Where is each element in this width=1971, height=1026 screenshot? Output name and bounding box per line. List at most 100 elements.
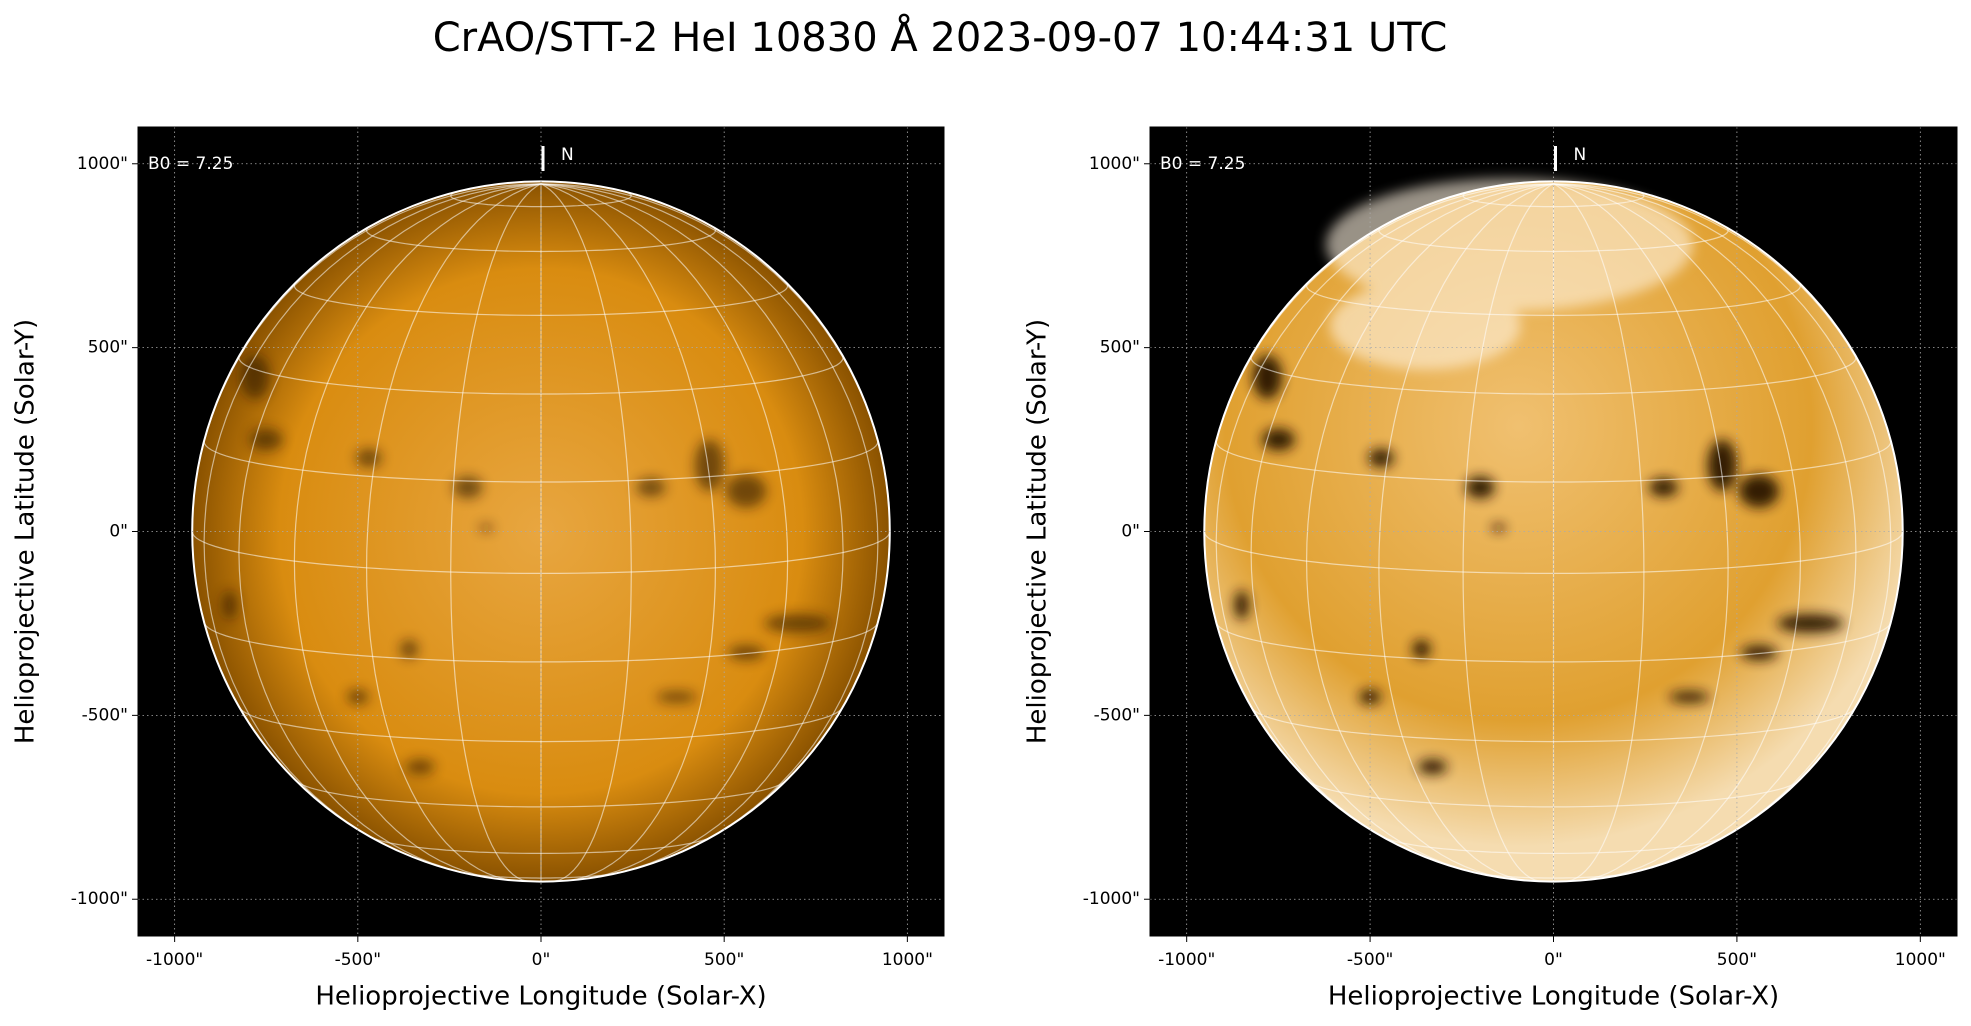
x-tick-label: 1000" [882, 950, 933, 970]
dark-feature [240, 354, 270, 400]
dark-feature [1777, 614, 1844, 633]
meridian [1378, 183, 1554, 882]
meridian [1553, 183, 1802, 879]
dark-feature [764, 614, 831, 633]
meridian [203, 183, 542, 847]
axes-frame [1149, 126, 1958, 937]
x-tick-label: -500" [1347, 950, 1393, 970]
parallel [372, 837, 710, 854]
meridian [1215, 183, 1554, 847]
meridian [540, 183, 632, 882]
meridian [238, 183, 542, 874]
dark-feature [1707, 439, 1737, 492]
parallel [293, 282, 789, 317]
dark-feature [726, 474, 767, 508]
dark-feature [1740, 645, 1778, 661]
solar-disk [1203, 178, 1904, 883]
y-axis-label: Helioprojective Latitude (Solar-Y) [11, 319, 41, 744]
dark-feature [1491, 524, 1506, 532]
dark-feature [1648, 478, 1679, 497]
dark-features [1234, 354, 1844, 775]
y-tick-label: 1000" [1089, 154, 1140, 174]
parallel [1216, 623, 1891, 663]
meridian [540, 183, 717, 882]
x-axis-label: Helioprojective Longitude (Solar-X) [1328, 982, 1779, 1012]
y-axis-label: Helioprojective Latitude (Solar-Y) [1023, 319, 1053, 744]
y-tick-label: -1000" [71, 889, 128, 909]
dark-feature [1669, 691, 1710, 703]
dark-feature [1465, 476, 1495, 499]
axes: -1000" -500" 0" 500" 1000" -1000" -500" 0" 500" 1… [1023, 126, 1958, 1012]
parallel [240, 708, 842, 743]
x-tick-label: -1000" [1158, 950, 1215, 970]
x-tick-label: -1000" [146, 950, 203, 970]
parallel [450, 190, 632, 208]
parallel [1462, 190, 1645, 208]
parallel [1472, 871, 1635, 879]
y-tick-label: -1000" [1083, 889, 1140, 909]
dark-feature [249, 428, 283, 451]
parallel [1305, 282, 1802, 317]
dark-feature [656, 691, 697, 703]
x-tick-label: -500" [335, 950, 381, 970]
parallel [365, 225, 717, 253]
dark-feature [636, 478, 666, 497]
meridian [540, 183, 789, 879]
dark-feature [1738, 474, 1780, 508]
x-tick-label: 500" [704, 950, 744, 970]
b0-annotation: B0 = 7.25 [148, 154, 233, 174]
meridian [1250, 183, 1554, 874]
y-tick-label: 0" [1121, 522, 1140, 542]
solar-disk [191, 180, 891, 883]
y-tick-label: -500" [1094, 705, 1140, 725]
dark-feature [355, 448, 382, 468]
dark-feature [478, 524, 494, 532]
y-tick-label: 1000" [77, 154, 128, 174]
y-tick-label: -500" [82, 705, 128, 725]
meridian [1305, 183, 1554, 879]
meridian [450, 183, 542, 882]
axes-frame [137, 126, 945, 937]
y-tick-label: 500" [1100, 338, 1140, 358]
x-tick-label: 500" [1717, 950, 1757, 970]
parallel [203, 441, 879, 483]
figure-title: CrAO/STT-2 HeI 10830 Å 2023-09-07 10:44:… [433, 13, 1448, 61]
parallel [1252, 708, 1855, 743]
parallel [1384, 837, 1723, 854]
dark-feature [1412, 639, 1431, 659]
x-tick-label: 0" [1544, 950, 1563, 970]
dark-feature [346, 689, 369, 705]
dark-feature [399, 639, 419, 659]
dark-feature [1252, 354, 1283, 400]
bright-patch [1329, 281, 1521, 370]
parallel [1378, 225, 1729, 253]
y-tick-label: 500" [88, 338, 128, 358]
meridian [1462, 183, 1554, 882]
axes: -1000" -500" 0" 500" 1000" -1000" -500" 0" 500" 1… [11, 126, 945, 1012]
meridian [540, 183, 844, 874]
parallel [1215, 441, 1892, 483]
dark-feature [222, 590, 237, 620]
parallel [460, 871, 622, 879]
dark-feature [453, 476, 483, 499]
b0-annotation: B0 = 7.25 [1160, 154, 1245, 174]
y-tick-label: 0" [109, 522, 128, 542]
dark-feature [1417, 759, 1448, 775]
dark-feature [1234, 590, 1250, 620]
dark-feature [1359, 689, 1382, 705]
meridian [1553, 183, 1729, 882]
meridian [293, 183, 542, 879]
north-label: N [1574, 145, 1587, 165]
meridian [1553, 183, 1645, 882]
meridian [540, 183, 879, 847]
x-tick-label: 0" [532, 950, 551, 970]
dark-feature [727, 645, 765, 661]
north-label: N [561, 145, 574, 165]
meridian [1553, 183, 1892, 847]
heliographic-grid [191, 183, 891, 882]
x-tick-label: 1000" [1895, 950, 1946, 970]
dark-feature [1368, 448, 1394, 468]
parallel [204, 623, 878, 663]
dark-feature [1261, 428, 1295, 451]
